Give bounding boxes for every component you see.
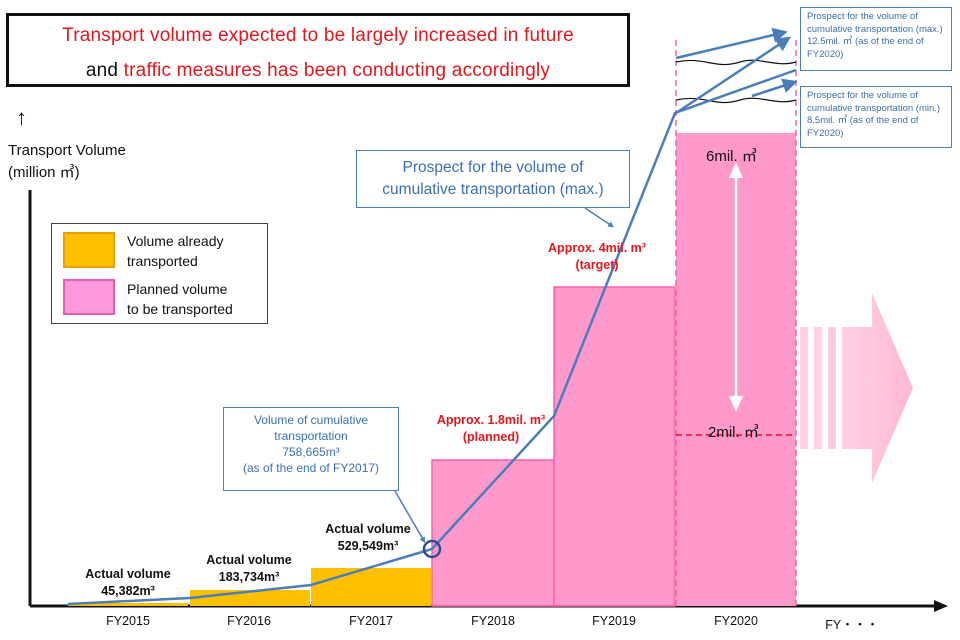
future-stripe-3 xyxy=(828,327,836,449)
bar-label-fy2018: Approx. 1.8mil. m³ (planned) xyxy=(436,413,546,444)
callout-cumulative-fy2017: Volume of cumulative transportation 758,… xyxy=(223,407,399,491)
y-axis-label: Transport Volume (million ㎥) xyxy=(8,142,126,181)
callout-right-min: Prospect for the volume of cumulative tr… xyxy=(800,86,952,148)
headline-box: Transport volume expected to be largely … xyxy=(6,13,630,87)
x-tick-fy2018: FY2018 xyxy=(471,614,515,628)
legend: Volume already transported Planned volum… xyxy=(51,223,268,324)
x-tick-fy2019: FY2019 xyxy=(592,614,636,628)
range-arrow-down-icon xyxy=(729,396,743,412)
cumulative-line-max xyxy=(67,68,797,606)
x-tick-fy2015: FY2015 xyxy=(106,614,150,628)
bar-fy2017 xyxy=(311,568,431,606)
future-stripe-1 xyxy=(800,327,808,449)
max-callout-pointer xyxy=(584,207,614,228)
x-tick-future: FY・・・ xyxy=(825,618,879,632)
x-tick-fy2016: FY2016 xyxy=(227,614,271,628)
future-stripe-2 xyxy=(814,327,822,449)
fy2020-top-label: 6mil. ㎥ xyxy=(706,148,757,165)
callout-max-prospect: Prospect for the volume of cumulative tr… xyxy=(356,150,630,208)
range-arrow-up-icon xyxy=(729,162,743,178)
bar-fy2015 xyxy=(68,603,188,606)
bar-label-fy2016: Actual volume 183,734m³ xyxy=(206,553,292,584)
legend-swatch-transported xyxy=(63,232,115,268)
legend-swatch-planned xyxy=(63,279,115,315)
x-tick-fy2017: FY2017 xyxy=(349,614,393,628)
bar-fy2019 xyxy=(553,286,676,607)
bar-label-fy2019: Approx. 4mil. m³ (target) xyxy=(548,241,646,272)
y-axis-arrow-icon: ↑ xyxy=(16,105,27,130)
legend-label-transported: Volume already transported xyxy=(127,233,224,269)
x-axis-arrow-icon xyxy=(934,600,948,612)
cum-callout-pointer xyxy=(394,490,426,544)
bar-label-fy2015: Actual volume 45,382m³ xyxy=(85,567,171,598)
cumulative-max-arrow xyxy=(675,27,788,60)
axis-break-upper xyxy=(675,59,797,66)
headline-line-2: and traffic measures has been conducting… xyxy=(85,60,551,81)
cumulative-min-arrow xyxy=(751,78,798,98)
headline-line-1: Transport volume expected to be largely … xyxy=(62,25,574,46)
callout-right-max: Prospect for the volume of cumulative tr… xyxy=(800,7,952,71)
future-arrow-icon xyxy=(842,293,913,483)
legend-label-planned: Planned volume to be transported xyxy=(127,281,233,317)
fy2020-bottom-label: 2mil. ㎥ xyxy=(708,424,759,441)
cumulative-upper-arrow xyxy=(675,36,791,115)
bar-label-fy2017: Actual volume 529,549m³ xyxy=(325,522,411,553)
x-tick-fy2020: FY2020 xyxy=(714,614,758,628)
fy2017-marker xyxy=(422,539,442,559)
